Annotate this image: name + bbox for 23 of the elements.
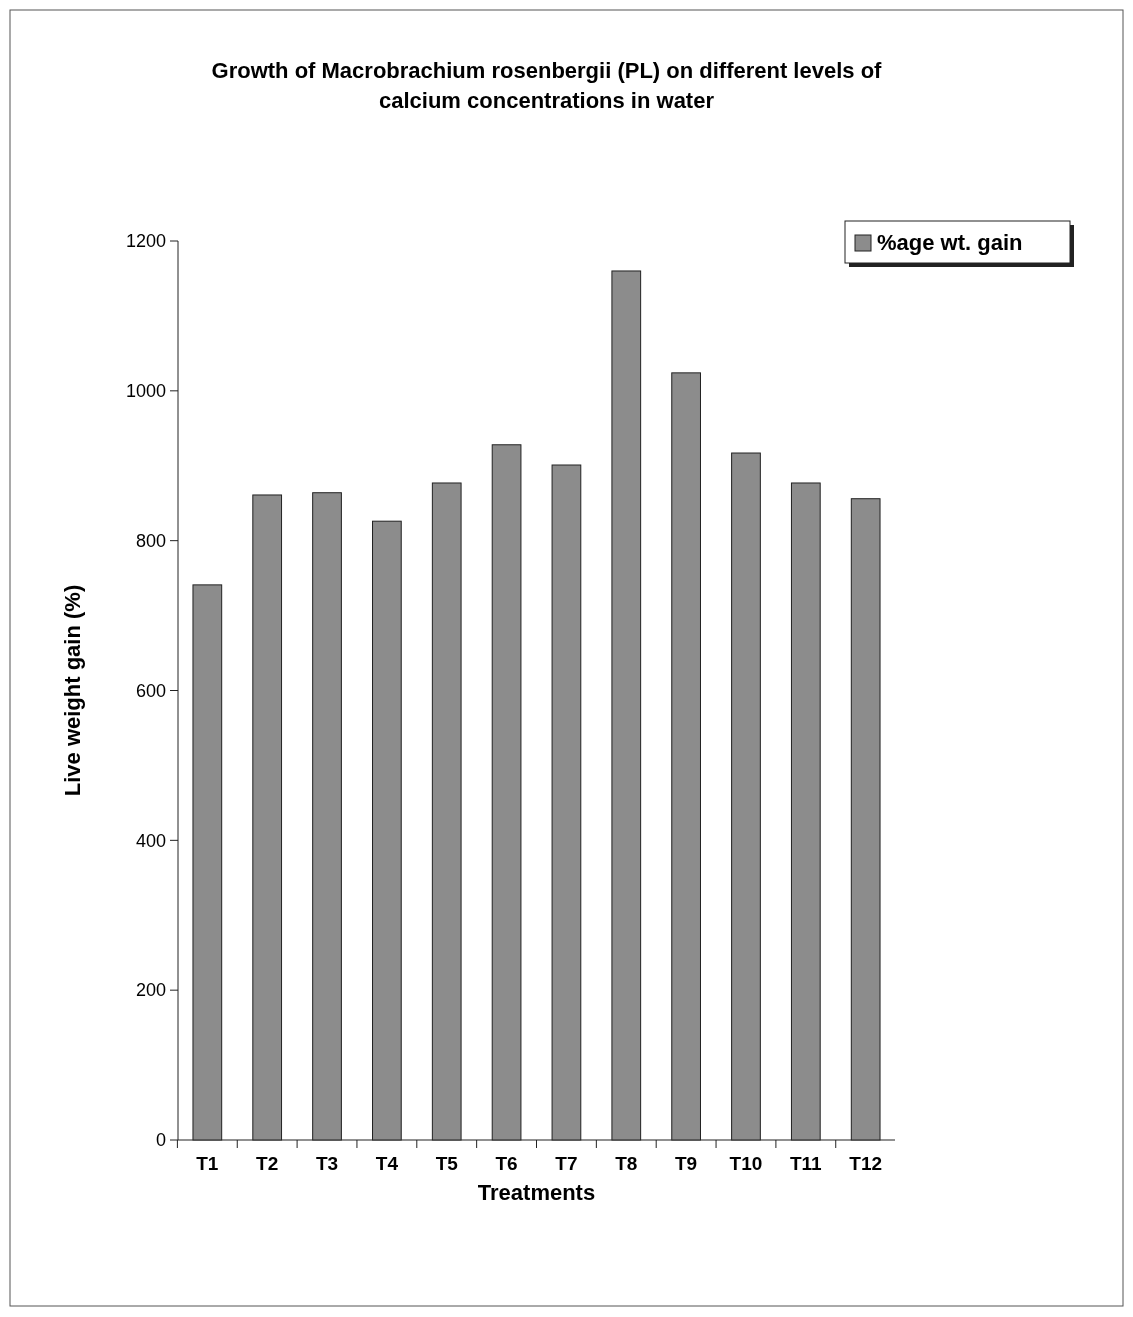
y-tick-label: 1200 <box>125 231 166 252</box>
legend-label: %age wt. gain <box>877 230 1023 255</box>
x-axis-title: Treatments <box>477 1180 596 1205</box>
y-tick-label: 400 <box>135 830 166 851</box>
y-tick-label: 0 <box>155 1130 166 1151</box>
y-tick-label: 1000 <box>125 381 166 402</box>
x-tick-label: T2 <box>256 1153 279 1174</box>
y-tick-label: 600 <box>135 680 166 701</box>
y-tick-label: 800 <box>135 530 166 551</box>
x-tick-label: T7 <box>555 1153 578 1174</box>
y-tick-label: 200 <box>135 980 166 1001</box>
x-tick-label: T10 <box>729 1153 763 1174</box>
chart-title: Growth of Macrobrachium rosenbergii (PL) on different levels of calcium concentrations in water <box>211 58 883 113</box>
x-tick-label: T12 <box>849 1153 883 1174</box>
x-tick-label: T5 <box>435 1153 459 1174</box>
x-tick-label: T9 <box>675 1153 698 1174</box>
x-tick-label: T1 <box>196 1153 219 1174</box>
x-tick-label: T6 <box>495 1153 518 1174</box>
x-tick-label: T3 <box>315 1153 339 1174</box>
y-axis-title: Live weight gain (%) <box>60 584 85 797</box>
x-tick-label: T11 <box>789 1153 823 1174</box>
x-tick-label: T4 <box>375 1153 399 1174</box>
x-tick-label: T8 <box>615 1153 638 1174</box>
